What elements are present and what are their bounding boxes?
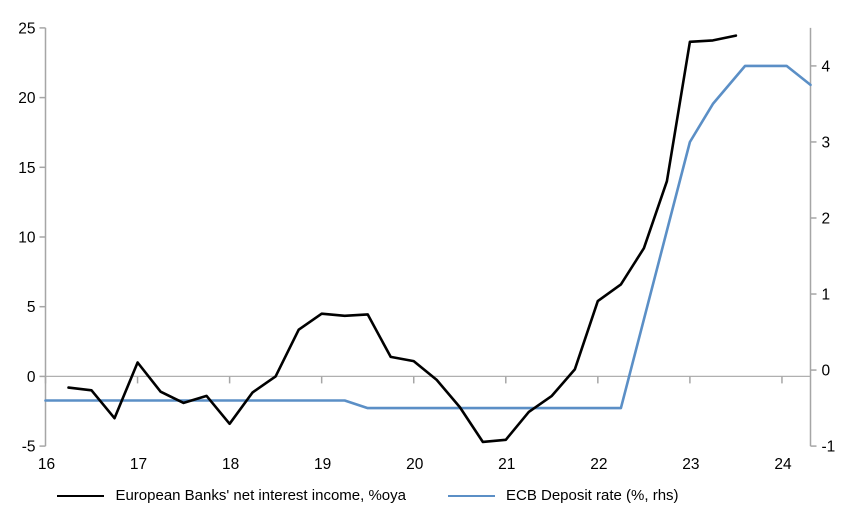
y-axis-right-tick-label: 1: [822, 287, 831, 304]
legend: European Banks' net interest income, %oy…: [0, 487, 852, 504]
legend-item-deposit-rate: ECB Deposit rate (%, rhs): [447, 487, 679, 504]
x-axis-tick-label: 18: [222, 456, 239, 473]
x-axis-tick-label: 21: [498, 456, 515, 473]
legend-item-nii: European Banks' net interest income, %oy…: [57, 487, 406, 504]
nii-line-swatch: [57, 494, 105, 497]
y-axis-left-tick-label: 20: [18, 90, 36, 107]
y-axis-right-tick-label: 4: [822, 58, 831, 75]
nii-line: [67, 34, 738, 444]
legend-label-nii: European Banks' net interest income, %oy…: [115, 487, 406, 504]
x-axis-tick-label: 20: [406, 456, 424, 473]
y-axis-right-tick-label: 2: [822, 210, 831, 227]
deposit-rate-line: [44, 64, 812, 410]
legend-label-deposit-rate: ECB Deposit rate (%, rhs): [505, 487, 679, 504]
x-axis-tick-label: 22: [590, 456, 607, 473]
y-axis-left-tick-label: 25: [18, 20, 35, 37]
y-axis-right-tick-label: -1: [822, 439, 836, 456]
deposit-rate-line-swatch: [447, 494, 495, 497]
y-axis-left-tick-label: 10: [18, 230, 36, 247]
y-axis-right-tick-label: 3: [822, 134, 831, 151]
x-axis-tick-label: 17: [130, 456, 147, 473]
x-axis-tick-label: 19: [314, 456, 331, 473]
x-axis-tick-label: 24: [774, 456, 792, 473]
y-axis-left-tick-label: -5: [22, 439, 36, 456]
y-axis-right-tick-label: 0: [822, 363, 831, 380]
x-axis-tick-label: 23: [682, 456, 699, 473]
y-axis-left-tick-label: 15: [18, 160, 35, 177]
y-axis-left-tick-label: 0: [27, 369, 36, 386]
y-axis-left-tick-label: 5: [27, 299, 36, 316]
x-axis-tick-label: 16: [38, 456, 55, 473]
